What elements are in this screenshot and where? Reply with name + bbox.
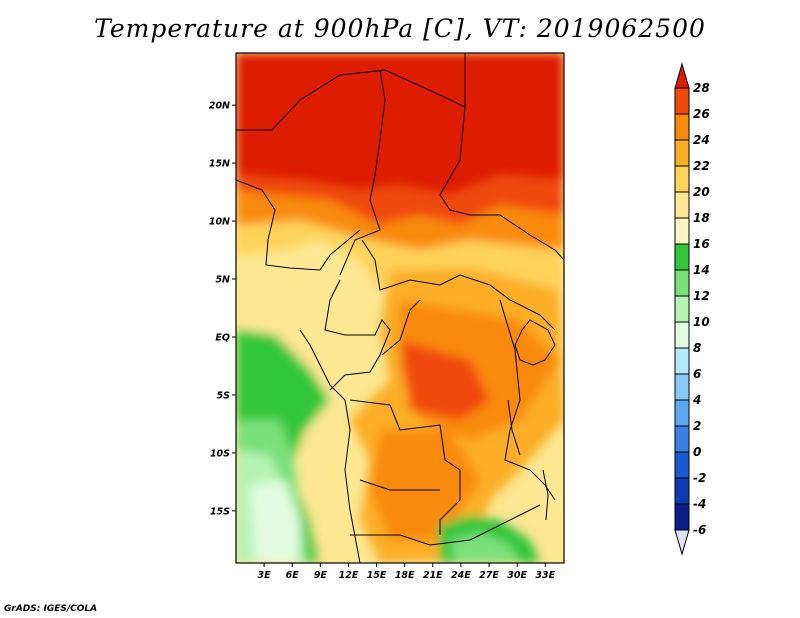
colorbar-box bbox=[674, 191, 690, 219]
border-car bbox=[361, 239, 556, 331]
lake-victoria bbox=[514, 319, 556, 366]
border-namibia bbox=[350, 504, 541, 546]
border-congo bbox=[381, 299, 421, 356]
colorbar-label: 20 bbox=[693, 185, 710, 199]
colorbar-box bbox=[674, 321, 690, 349]
colorbar-label: 22 bbox=[693, 159, 710, 173]
lon-label: 21E bbox=[423, 570, 443, 581]
lake-malawi bbox=[542, 469, 549, 521]
colorbar-box bbox=[674, 217, 690, 245]
field-interior-26 bbox=[400, 340, 490, 420]
lon-label: 3E bbox=[258, 570, 272, 581]
longitude-axis: 3E 6E 9E 12E 15E 18E 21E 24E 27E 30E 33E bbox=[258, 563, 556, 581]
lon-label: 30E bbox=[507, 570, 527, 581]
lat-label: 5S bbox=[217, 390, 231, 401]
colorbar-box bbox=[674, 477, 690, 505]
lat-label: 5N bbox=[215, 275, 230, 286]
colorbar-box bbox=[674, 165, 690, 193]
map-title: Temperature at 900hPa [C], VT: 201906250… bbox=[94, 14, 706, 43]
colorbar-label: 2 bbox=[693, 419, 701, 433]
colorbar-box bbox=[674, 113, 690, 141]
field-south-24 bbox=[370, 430, 480, 540]
lon-label: 6E bbox=[286, 570, 300, 581]
border-north bbox=[236, 53, 466, 131]
colorbar-label: 6 bbox=[693, 367, 701, 381]
border-chad-sudan bbox=[439, 106, 564, 261]
border-gabon-congo bbox=[324, 279, 391, 391]
colorbar-box bbox=[674, 295, 690, 323]
border-nigeria-niger bbox=[339, 69, 386, 276]
colorbar-label: 16 bbox=[693, 237, 710, 251]
colorbar-min-arrow bbox=[674, 529, 690, 556]
colorbar-box bbox=[674, 269, 690, 297]
colorbar-box bbox=[674, 425, 690, 453]
field-south-12 bbox=[450, 532, 520, 563]
coastline-west bbox=[299, 329, 361, 563]
temperature-field bbox=[236, 53, 564, 563]
lake-tanganyika bbox=[507, 399, 521, 456]
colorbar-label: 0 bbox=[693, 445, 701, 459]
lon-label: 27E bbox=[479, 570, 499, 581]
colorbar-box bbox=[674, 399, 690, 427]
lon-label: 12E bbox=[339, 570, 359, 581]
border-angola-south bbox=[359, 479, 440, 491]
colorbar-label: 14 bbox=[693, 263, 710, 277]
border-west bbox=[236, 179, 361, 271]
map-frame bbox=[235, 52, 565, 564]
lon-label: 18E bbox=[395, 570, 415, 581]
border-angola bbox=[349, 399, 461, 535]
colorbar-box bbox=[674, 243, 690, 271]
colorbar-label: 8 bbox=[693, 341, 701, 355]
colorbar-box bbox=[674, 503, 690, 531]
lat-label: 20N bbox=[209, 101, 230, 112]
colorbar-label: 18 bbox=[693, 211, 710, 225]
lat-label: 15N bbox=[209, 159, 230, 170]
colorbar-max-arrow bbox=[674, 62, 690, 89]
colorbar-box bbox=[674, 139, 690, 167]
colorbar-label: 28 bbox=[693, 81, 710, 95]
colorbar-label: 24 bbox=[693, 133, 710, 147]
latitude-axis: 20N 15N 10N 5N EQ 5S 10S 15S bbox=[209, 101, 236, 517]
colorbar-label: -2 bbox=[693, 471, 706, 485]
lon-label: 15E bbox=[367, 570, 387, 581]
colorbar-label: 12 bbox=[693, 289, 710, 303]
colorbar-label: 26 bbox=[693, 107, 710, 121]
lat-label: 10S bbox=[210, 448, 230, 459]
colorbar-label: 10 bbox=[693, 315, 710, 329]
colorbar-label: 4 bbox=[692, 393, 701, 407]
country-borders bbox=[236, 53, 564, 563]
colorbar-box bbox=[674, 87, 690, 115]
colorbar-box bbox=[674, 451, 690, 479]
credit-text: GrADS: IGES/COLA bbox=[4, 604, 98, 614]
lon-label: 9E bbox=[314, 570, 328, 581]
lat-label: 10N bbox=[209, 217, 230, 228]
colorbar-box bbox=[674, 347, 690, 375]
colorbar-box bbox=[674, 373, 690, 401]
field-coast-8 bbox=[250, 480, 300, 563]
field-above-28 bbox=[236, 53, 564, 195]
colorbar-label: -4 bbox=[693, 497, 706, 511]
colorbar-label: -6 bbox=[693, 523, 706, 537]
lon-label: 33E bbox=[535, 570, 555, 581]
lat-label: EQ bbox=[215, 332, 230, 343]
border-drc-east bbox=[499, 299, 556, 501]
lat-label: 15S bbox=[210, 506, 230, 517]
lon-label: 24E bbox=[451, 570, 471, 581]
